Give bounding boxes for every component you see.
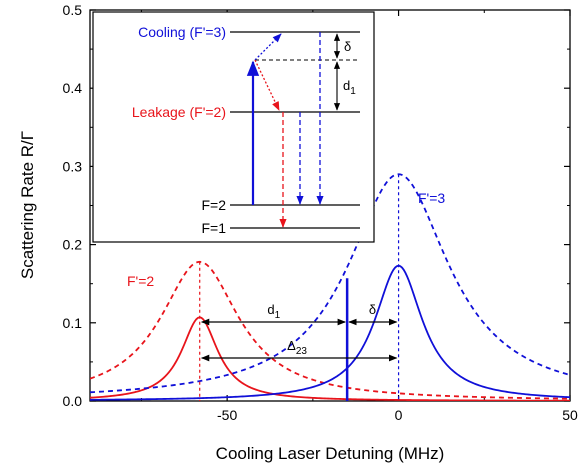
y-tick-label: 0.3 (63, 158, 83, 174)
x-axis-title: Cooling Laser Detuning (MHz) (216, 444, 445, 463)
y-tick-label: 0.1 (63, 315, 83, 331)
label-f-prime-3: F'=3 (418, 190, 445, 206)
label-leakage-level: Leakage (F'=2) (132, 104, 226, 120)
label-f-prime-2: F'=2 (127, 273, 154, 289)
series-line-0 (90, 316, 570, 401)
label-delta23: Δ23 (287, 338, 307, 357)
label-cooling-level: Cooling (F'=3) (138, 24, 226, 40)
label-d1: d1 (267, 302, 280, 321)
label-f1-level: F=1 (201, 220, 226, 236)
series-line-2 (90, 264, 570, 401)
inset-coupling-leakage (254, 59, 280, 111)
series-line-3 (90, 173, 570, 394)
label-f2-level: F=2 (201, 197, 226, 213)
series-line-1 (90, 260, 570, 400)
y-tick-label: 0.2 (63, 237, 83, 253)
x-tick-label: -50 (217, 407, 237, 423)
inset-frame (92, 11, 375, 243)
y-tick-label: 0.4 (63, 80, 83, 96)
inset-delta-label: δ (344, 39, 351, 54)
x-tick-label: 50 (562, 407, 578, 423)
y-tick-label: 0.5 (63, 2, 83, 18)
x-tick-label: 0 (395, 407, 403, 423)
y-tick-label: 0.0 (63, 393, 83, 409)
curves (90, 173, 570, 401)
ticks: -50 0 50 0.0 0.1 0.2 0.3 0.4 0.5 (63, 2, 578, 423)
y-axis-title: Scattering Rate R/Γ (18, 131, 37, 279)
label-delta: δ (369, 302, 376, 317)
